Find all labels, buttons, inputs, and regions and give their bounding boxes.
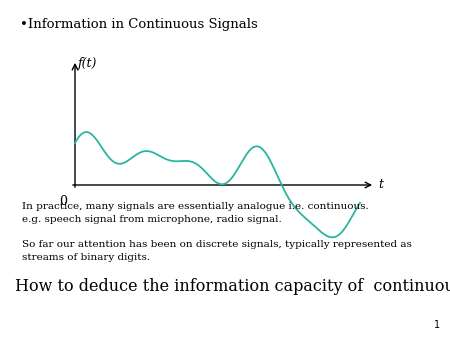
Text: f(t): f(t) <box>78 57 97 70</box>
Text: In practice, many signals are essentially analogue i.e. continuous.
e.g. speech : In practice, many signals are essentiall… <box>22 202 369 224</box>
Text: 1: 1 <box>434 320 440 330</box>
Text: t: t <box>378 178 383 192</box>
Text: 0: 0 <box>59 195 67 208</box>
Text: •Information in Continuous Signals: •Information in Continuous Signals <box>20 18 258 31</box>
Text: How to deduce the information capacity of  continuous signals?: How to deduce the information capacity o… <box>15 278 450 295</box>
Text: So far our attention has been on discrete signals, typically represented as
stre: So far our attention has been on discret… <box>22 240 412 262</box>
